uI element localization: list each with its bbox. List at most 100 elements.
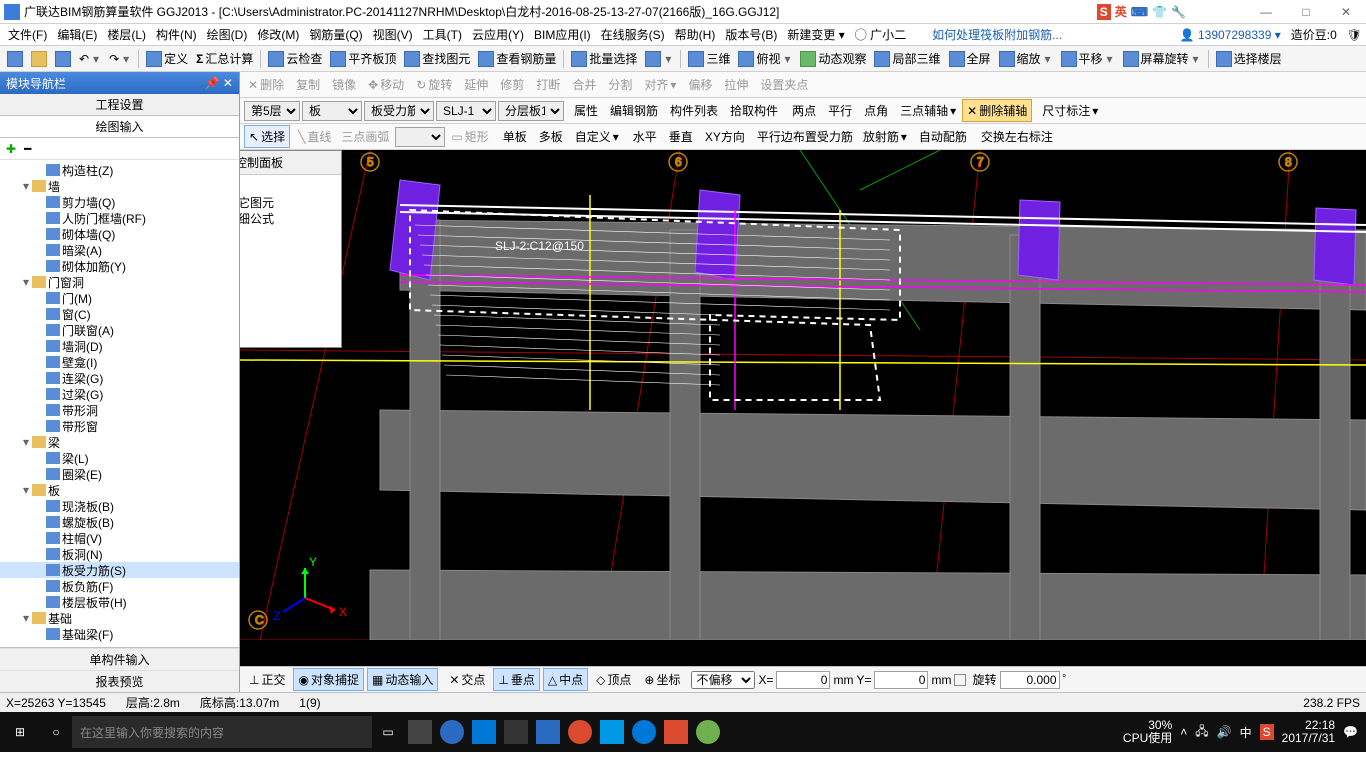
break-button[interactable]: 打断 [532, 74, 564, 95]
tree-node[interactable]: 楼层板带(H) [0, 594, 239, 610]
trim-button[interactable]: 修剪 [496, 74, 528, 95]
opt-face-bar[interactable]: 面筋 [240, 179, 335, 195]
draw-options[interactable] [395, 127, 445, 147]
tree-node[interactable]: 门联窗(A) [0, 322, 239, 338]
app2-icon[interactable] [436, 712, 468, 752]
task-view-icon[interactable]: ▭ [372, 712, 404, 752]
tree-node[interactable]: 板洞(N) [0, 546, 239, 562]
menu-draw[interactable]: 绘图(D) [203, 24, 252, 45]
opt-others[interactable]: 显示其它图元 [240, 195, 335, 211]
maximize-button[interactable]: □ [1286, 1, 1326, 23]
mirror-button[interactable]: 镜像 [328, 74, 360, 95]
tree-node[interactable]: 板受力筋(S) [0, 562, 239, 578]
help-link[interactable]: 如何处理筏板附加钢筋... [932, 26, 1062, 43]
tab-draw-input[interactable]: 绘图输入 [0, 116, 239, 138]
copy-button[interactable]: 复制 [292, 74, 324, 95]
user-button[interactable]: ◯ 广小二 [851, 24, 910, 45]
tree-node[interactable]: 柱帽(V) [0, 530, 239, 546]
single-slab-button[interactable]: 单板 [497, 126, 531, 147]
pin-icon[interactable]: 📌 ✕ [205, 76, 233, 90]
opt-formula[interactable]: 显示详细公式 [240, 211, 335, 227]
undo-button[interactable]: ↶▾ [76, 50, 104, 68]
subtype-select[interactable]: 板受力筋 [364, 101, 434, 121]
local-3d-button[interactable]: 局部三维 [871, 48, 943, 69]
menu-cloud[interactable]: 云应用(Y) [468, 24, 528, 45]
tree-node[interactable]: 现浇板(B) [0, 498, 239, 514]
menu-rebar[interactable]: 钢筋量(Q) [305, 24, 366, 45]
code-select[interactable]: SLJ-1 [436, 101, 496, 121]
tree-node[interactable]: 构造柱(Z) [0, 162, 239, 178]
menu-bim[interactable]: BIM应用(I) [530, 24, 595, 45]
tree-node[interactable]: 砌体墙(Q) [0, 226, 239, 242]
x-input[interactable] [776, 671, 830, 689]
user-id[interactable]: 👤 13907298339 ▾ [1180, 28, 1281, 42]
auto-button[interactable]: 自动配筋 [913, 126, 971, 147]
tree-node[interactable]: 剪力墙(Q) [0, 194, 239, 210]
tree-node[interactable]: ▾门窗洞 [0, 274, 239, 290]
volume-icon[interactable]: 🔊 [1217, 725, 1232, 739]
view-rebar-button[interactable]: 查看钢筋量 [475, 48, 559, 69]
setnode-button[interactable]: 设置夹点 [756, 74, 812, 95]
edit-rebar-button[interactable]: 编辑钢筋 [604, 100, 662, 121]
coord-toggle[interactable]: ⊕ 坐标 [639, 668, 685, 691]
extend-button[interactable]: 延伸 [460, 74, 492, 95]
edge-button[interactable]: 平行边布置受力筋 [751, 126, 857, 147]
more-button[interactable]: ▾ [642, 49, 676, 69]
delete-button[interactable]: ✕ 删除 [244, 74, 288, 95]
windows-taskbar[interactable]: ⊞ ○ 在这里输入你要搜索的内容 ▭ 30%CPU使用 ˄ 🖧 🔊 中 S 22… [0, 712, 1366, 752]
tree-node[interactable]: 壁龛(I) [0, 354, 239, 370]
dyn-input-toggle[interactable]: ▦ 动态输入 [367, 668, 438, 691]
tab-single-input[interactable]: 单构件输入 [0, 648, 239, 670]
menu-file[interactable]: 文件(F) [4, 24, 51, 45]
offset-button[interactable]: 偏移 [684, 74, 716, 95]
tree-node[interactable]: 板负筋(F) [0, 578, 239, 594]
clock[interactable]: 22:182017/7/31 [1282, 719, 1335, 745]
sum-button[interactable]: Σ 汇总计算 [193, 48, 256, 69]
parallel-button[interactable]: 平行 [822, 100, 856, 121]
ime-indicator[interactable]: S 英 ⌨ 👕 🔧 [1097, 3, 1186, 20]
list-button[interactable]: 构件列表 [664, 100, 722, 121]
app3-icon[interactable] [532, 712, 564, 752]
tree-node[interactable]: 墙洞(D) [0, 338, 239, 354]
move-button[interactable]: ✥ 移动 [364, 74, 408, 95]
menu-help[interactable]: 帮助(H) [671, 24, 720, 45]
tree-node[interactable]: 暗梁(A) [0, 242, 239, 258]
rect-button[interactable]: ▭ 矩形 [447, 126, 492, 147]
mid-toggle[interactable]: △ 中点 [543, 668, 588, 691]
menu-online[interactable]: 在线服务(S) [597, 24, 669, 45]
menu-tools[interactable]: 工具(T) [419, 24, 466, 45]
osnap-toggle[interactable]: ◉ 对象捕捉 [293, 668, 364, 691]
menu-view[interactable]: 视图(V) [369, 24, 417, 45]
bean-count[interactable]: 造价豆:0 [1291, 26, 1337, 43]
open-button[interactable] [28, 49, 50, 69]
find-button[interactable]: 查找图元 [401, 48, 473, 69]
component-tree[interactable]: 构造柱(Z)▾墙剪力墙(Q)人防门框墙(RF)砌体墙(Q)暗梁(A)砌体加筋(Y… [0, 160, 239, 647]
floor-select[interactable]: 第5层 [244, 101, 300, 121]
tree-node[interactable]: 螺旋板(B) [0, 514, 239, 530]
horiz-button[interactable]: 水平 [627, 126, 661, 147]
tree-node[interactable]: ▾墙 [0, 178, 239, 194]
app1-icon[interactable] [404, 712, 436, 752]
tree-node[interactable]: 窗(C) [0, 306, 239, 322]
tree-node[interactable]: 带形洞 [0, 402, 239, 418]
split-button[interactable]: 分割 [604, 74, 636, 95]
menu-version[interactable]: 版本号(B) [721, 24, 781, 45]
orbit-button[interactable]: 动态观察 [797, 48, 869, 69]
menu-modify[interactable]: 修改(M) [253, 24, 303, 45]
app8-icon[interactable] [692, 712, 724, 752]
menu-edit[interactable]: 编辑(E) [53, 24, 101, 45]
flat-button[interactable]: 平齐板顶 [327, 48, 399, 69]
new-change-button[interactable]: 新建变更 ▾ [783, 24, 848, 45]
minimize-button[interactable]: — [1246, 1, 1286, 23]
twopoint-button[interactable]: 两点 [786, 100, 820, 121]
close-button[interactable]: ✕ [1326, 1, 1366, 23]
select-button[interactable]: ↖ 选择 [244, 125, 290, 148]
arc-button[interactable]: 三点画弧 [337, 126, 393, 147]
tray-up-icon[interactable]: ˄ [1180, 725, 1187, 739]
cortana-icon[interactable]: ○ [40, 712, 72, 752]
new-file-button[interactable] [4, 49, 26, 69]
start-button[interactable]: ⊞ [0, 712, 40, 752]
fullscreen-button[interactable]: 全屏 [946, 48, 994, 69]
line-button[interactable]: ╲ 直线 [294, 126, 335, 147]
batch-button[interactable]: 批量选择 [568, 48, 640, 69]
